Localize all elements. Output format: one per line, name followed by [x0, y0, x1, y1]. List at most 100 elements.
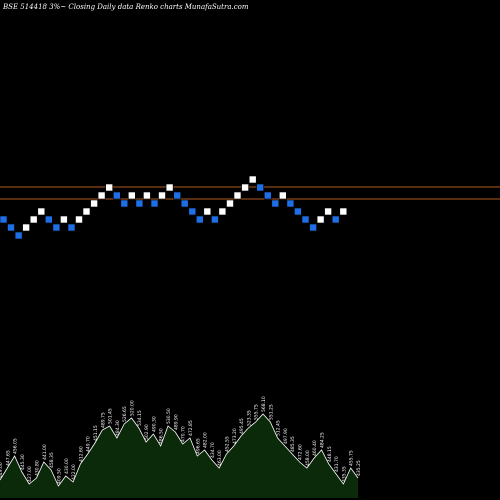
- renko-brick: [218, 207, 227, 216]
- renko-brick: [165, 183, 174, 192]
- renko-brick: [271, 199, 280, 208]
- volume-label: 485.35: [290, 436, 296, 452]
- volume-label: 412.60: [78, 446, 84, 462]
- renko-brick: [180, 199, 189, 208]
- renko-brick: [44, 215, 53, 224]
- renko-brick: [14, 231, 23, 240]
- chart-title: BSE 514418 3%~ Closing Daily data Renko …: [2, 3, 249, 11]
- renko-brick: [263, 191, 272, 200]
- volume-label: 430.80: [35, 460, 41, 476]
- renko-brick: [67, 223, 76, 232]
- renko-brick: [233, 191, 242, 200]
- volume-label: 489.75: [100, 412, 106, 428]
- renko-brick: [150, 199, 159, 208]
- renko-brick: [52, 223, 61, 232]
- volume-line: [0, 413, 359, 487]
- volume-label: 489.90: [173, 414, 179, 430]
- renko-brick: [128, 191, 136, 200]
- volume-label: 409.50: [56, 468, 62, 484]
- volume-label: 523.35: [246, 410, 252, 426]
- renko-brick: [286, 199, 295, 208]
- renko-brick: [82, 207, 91, 216]
- renko-brick: [309, 223, 317, 232]
- renko-brick: [75, 215, 83, 224]
- volume-label: 490.30: [151, 416, 157, 432]
- renko-brick: [22, 223, 30, 232]
- renko-brick: [196, 215, 204, 224]
- volume-label: 496.65: [195, 438, 201, 454]
- renko-bricks: [0, 175, 348, 240]
- volume-label: 445.30: [20, 454, 26, 470]
- volume-label: 530.50: [166, 408, 172, 424]
- renko-brick: [97, 191, 106, 200]
- volume-label: 551.25: [268, 404, 274, 420]
- renko-brick: [60, 215, 68, 224]
- volume-label: 427.00: [27, 466, 33, 482]
- volume-label: 447.65: [5, 450, 11, 466]
- volume-label: 463.00: [217, 450, 223, 466]
- volume-label: 435.35: [341, 466, 347, 482]
- volume-label: 534.15: [137, 410, 143, 426]
- renko-brick: [241, 183, 249, 192]
- renko-brick: [316, 215, 325, 224]
- renko-brick: [158, 191, 166, 200]
- volume-label: 435.25: [356, 460, 362, 476]
- volume-label: 484.30: [115, 420, 121, 436]
- renko-brick: [211, 215, 219, 224]
- volume-label: 472.60: [298, 444, 304, 460]
- renko-brick: [294, 207, 302, 216]
- volume-label: 473.20: [232, 428, 238, 444]
- volume-label: 430.00: [64, 458, 70, 474]
- renko-brick: [339, 207, 348, 216]
- renko-brick: [0, 215, 8, 224]
- volume-label: 502.90: [144, 424, 150, 440]
- renko-brick: [226, 199, 234, 208]
- volume-label: 526.65: [122, 406, 128, 422]
- volume-area-fill: [0, 414, 358, 498]
- reference-lines: [0, 186, 500, 200]
- volume-label: 448.15: [327, 446, 333, 462]
- volume-label: 484.25: [320, 432, 326, 448]
- volume-label: 512.45: [276, 420, 282, 436]
- volume-label: 431.70: [334, 456, 340, 472]
- volume-label: 501.45: [108, 408, 114, 424]
- renko-brick: [37, 207, 46, 216]
- renko-brick: [324, 207, 332, 216]
- volume-label: 434.70: [210, 442, 216, 458]
- renko-brick: [7, 223, 15, 232]
- renko-brick: [256, 183, 265, 192]
- volume-label: 495.45: [239, 418, 245, 434]
- renko-brick: [173, 191, 181, 200]
- volume-label: 555.75: [254, 404, 260, 420]
- volume-label: 497.90: [283, 428, 289, 444]
- volume-label: 449.00: [0, 462, 4, 478]
- volume-label: 486.50: [159, 428, 165, 444]
- volume-label: 452.55: [225, 436, 231, 452]
- volume-label: 451.15: [93, 425, 99, 441]
- volume-label: 458.00: [305, 450, 311, 466]
- volume-label: 449.70: [86, 436, 92, 452]
- renko-brick: [135, 199, 144, 208]
- volume-label: 441.00: [42, 444, 48, 460]
- volume-label: 455.75: [349, 450, 355, 466]
- renko-brick: [278, 191, 287, 200]
- volume-label: 470.70: [181, 426, 187, 442]
- renko-brick: [90, 199, 98, 208]
- renko-brick: [248, 175, 257, 184]
- renko-brick: [188, 207, 197, 216]
- renko-brick: [29, 215, 38, 224]
- volume-label: 482.00: [203, 432, 209, 448]
- renko-brick: [331, 215, 340, 224]
- renko-brick: [203, 207, 212, 216]
- renko-brick: [301, 215, 310, 224]
- volume-label: 458.35: [49, 452, 55, 468]
- volume-label: 456.05: [13, 438, 19, 454]
- renko-brick: [113, 191, 121, 200]
- renko-brick: [105, 183, 113, 192]
- volume-label: 568.10: [261, 396, 267, 412]
- volume-label: 460.40: [312, 440, 318, 456]
- renko-brick: [120, 199, 129, 208]
